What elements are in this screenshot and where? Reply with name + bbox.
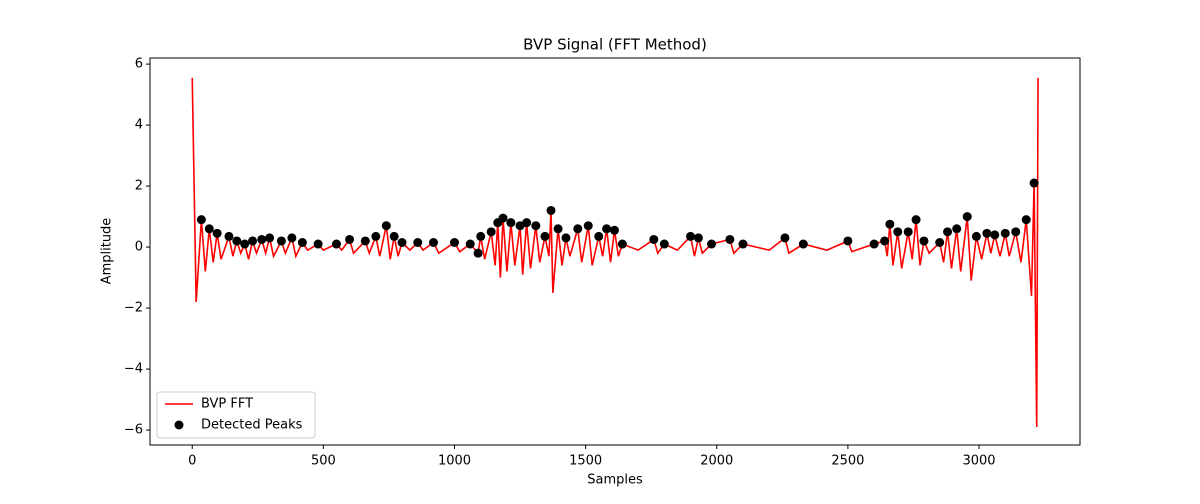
y-tick-label: −2 [124,301,143,316]
peak-marker [686,231,696,241]
peak-marker [738,239,748,249]
peak-marker [204,224,214,234]
peak-marker [429,238,439,248]
peak-marker [1000,228,1010,238]
peak-marker [540,231,550,241]
legend-label: Detected Peaks [201,418,303,433]
y-tick-label: −4 [124,362,143,377]
peak-marker [1021,215,1031,225]
peak-marker [725,234,735,244]
peak-marker [531,221,541,231]
y-tick-label: 6 [135,57,143,72]
legend-swatch [174,420,184,430]
x-tick-label: 2500 [831,454,864,469]
peak-marker [276,236,286,246]
x-tick-label: 0 [188,454,196,469]
peak-marker [331,239,341,249]
peak-marker [553,224,563,234]
peak-marker [990,230,1000,240]
peak-marker [885,219,895,229]
x-axis-label: Samples [587,473,643,488]
peak-marker [707,239,717,249]
peak-marker [583,221,593,231]
peak-marker [903,227,913,237]
peak-marker [649,234,659,244]
peak-marker [693,233,703,243]
peak-marker [413,238,423,248]
peak-marker [573,224,583,234]
peak-marker [609,225,619,235]
peak-marker [594,231,604,241]
peak-marker [1011,227,1021,237]
peak-marker [265,233,275,243]
x-tick-label: 2000 [700,454,733,469]
peak-marker [935,238,945,248]
peak-marker [287,233,297,243]
peak-marker [506,218,516,228]
peak-marker [1029,178,1039,188]
peak-marker [465,239,475,249]
x-tick-label: 1500 [569,454,602,469]
peak-marker [232,236,242,246]
x-tick-label: 3000 [962,454,995,469]
peak-marker [313,239,323,249]
peak-marker [546,205,556,215]
peak-marker [240,239,250,249]
legend-box [156,391,316,439]
peak-marker [449,238,459,248]
peak-marker [952,224,962,234]
peak-marker [780,233,790,243]
peak-marker [297,238,307,248]
plot-frame [149,57,1081,446]
peak-marker [212,228,222,238]
peak-marker [561,233,571,243]
peak-marker [522,218,532,228]
peak-marker [943,227,953,237]
peak-marker [345,234,355,244]
peak-marker [257,234,267,244]
peak-marker [843,236,853,246]
y-tick-label: −6 [124,423,143,438]
y-tick-label: 4 [135,118,143,133]
peak-marker [389,231,399,241]
peak-marker [397,238,407,248]
x-tick-label: 500 [311,454,336,469]
peak-marker [196,215,206,225]
legend-label: BVP FFT [201,397,253,412]
peak-marker [971,231,981,241]
peak-marker [617,239,627,249]
peak-marker [473,248,483,258]
peak-marker [371,231,381,241]
peak-marker [360,236,370,246]
peak-marker [381,221,391,231]
peak-marker [224,231,234,241]
y-axis-label: Amplitude [100,218,115,285]
y-tick-label: 0 [135,240,143,255]
peak-marker [498,213,508,223]
peak-marker [602,224,612,234]
peak-marker [476,231,486,241]
peak-marker [893,227,903,237]
peak-marker [880,236,890,246]
peak-marker [982,228,992,238]
peak-marker [659,239,669,249]
peak-marker [869,239,879,249]
y-tick-label: 2 [135,179,143,194]
peak-marker [248,236,258,246]
peak-marker [798,239,808,249]
peak-marker [919,236,929,246]
peak-marker [486,227,496,237]
chart-title: BVP Signal (FFT Method) [523,36,707,54]
x-tick-label: 1000 [438,454,471,469]
peak-marker [962,212,972,222]
peak-marker [911,215,921,225]
signal-line [191,77,1039,428]
